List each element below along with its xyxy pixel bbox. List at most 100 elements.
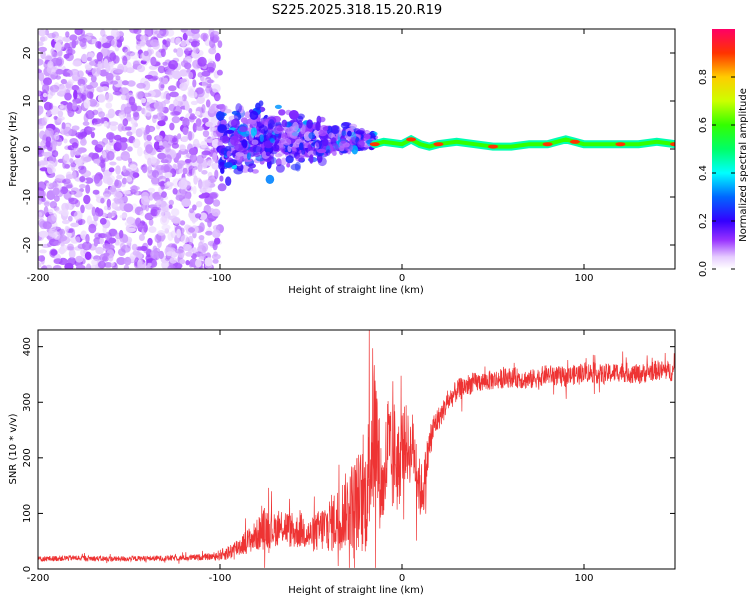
heatmap-point	[123, 106, 132, 114]
heatmap-point	[217, 124, 228, 134]
heatmap-point	[224, 162, 233, 168]
heatmap-point	[161, 215, 168, 223]
heatmap-point	[151, 177, 160, 185]
heatmap-point	[157, 152, 167, 160]
heatmap-point	[90, 131, 95, 139]
heatmap-point	[47, 60, 54, 68]
heatmap-point	[158, 81, 165, 91]
heatmap-point	[201, 170, 208, 175]
heatmap-point	[178, 168, 183, 174]
heatmap-point	[62, 154, 70, 165]
heatmap-point	[124, 48, 131, 56]
heatmap-point	[108, 167, 115, 173]
heatmap-point	[86, 84, 93, 90]
heatmap-point	[84, 177, 94, 184]
heatmap-point	[208, 106, 216, 114]
heatmap-point	[123, 168, 133, 177]
heatmap-point	[114, 179, 122, 189]
heatmap-point	[46, 164, 54, 175]
heatmap-point	[145, 124, 151, 135]
heatmap-point	[286, 162, 291, 168]
heatmap-point	[76, 264, 86, 269]
heatmap-point	[165, 144, 171, 153]
heatmap-point	[255, 102, 261, 111]
heatmap-point	[129, 164, 138, 171]
heatmap-point	[119, 214, 127, 219]
heatmap-point	[116, 30, 124, 37]
heatmap-point	[108, 121, 119, 126]
heatmap-point	[326, 149, 331, 156]
heatmap-point	[106, 35, 115, 40]
heatmap-point	[77, 70, 84, 78]
heatmap-point	[208, 47, 217, 55]
heatmap-point	[44, 114, 49, 122]
heatmap-point	[40, 50, 46, 60]
heatmap-point	[225, 129, 235, 134]
heatmap-point	[93, 212, 99, 222]
heatmap-point	[198, 235, 205, 241]
colorbar: 0.0 0.2 0.4 0.6 0.8 Normalized spectral ampl…	[698, 29, 749, 277]
heatmap-point	[329, 143, 340, 152]
heatmap-point	[55, 174, 65, 181]
heatmap-point	[211, 30, 220, 37]
heatmap-point	[201, 151, 207, 159]
heatmap-point	[122, 234, 129, 243]
heatmap-point	[265, 151, 271, 157]
heatmap-point	[182, 32, 188, 41]
heatmap-point	[188, 108, 193, 114]
heatmap-point	[110, 124, 118, 131]
heatmap-point	[162, 39, 167, 45]
snr-xtick: 100	[574, 573, 593, 584]
heatmap-point	[299, 142, 304, 151]
heatmap-point	[195, 259, 202, 268]
heatmap-point	[226, 150, 231, 157]
heatmap-point	[119, 87, 129, 96]
heatmap-point	[100, 86, 110, 92]
heatmap-point	[59, 228, 66, 236]
heatmap-point	[97, 93, 106, 104]
heatmap-point	[141, 163, 148, 174]
heatmap-point	[50, 249, 58, 256]
heatmap-point	[171, 116, 181, 124]
heatmap-point	[57, 110, 64, 118]
heatmap-point	[172, 137, 178, 143]
heatmap-point	[164, 172, 173, 178]
heatmap-point	[67, 231, 72, 238]
heatmap-point	[67, 79, 75, 84]
heatmap-point	[71, 125, 80, 131]
heatmap-point	[184, 190, 192, 201]
heatmap-point	[241, 139, 248, 149]
heatmap-point	[219, 175, 224, 182]
heatmap-point	[171, 208, 180, 217]
heatmap-point	[315, 139, 321, 148]
heatmap-point	[85, 184, 91, 194]
heatmap-point	[153, 101, 164, 110]
heatmap-point	[145, 144, 154, 154]
heatmap-point	[75, 132, 83, 138]
heatmap-point	[86, 56, 93, 62]
heatmap-point	[86, 215, 92, 225]
heatmap-point	[289, 129, 299, 139]
heatmap-point	[69, 158, 74, 164]
heatmap-point	[160, 48, 166, 58]
heatmap-point	[131, 243, 138, 251]
heatmap-point	[308, 132, 316, 140]
heatmap-point	[275, 164, 285, 173]
heatmap-point	[42, 151, 52, 157]
heatmap-point	[67, 215, 73, 222]
heatmap-point	[53, 195, 60, 202]
heatmap-point	[157, 145, 165, 150]
heatmap-point	[341, 130, 347, 136]
heatmap-point	[126, 131, 133, 137]
heatmap-point	[161, 191, 167, 199]
heatmap-point	[166, 38, 171, 44]
heatmap-point	[126, 80, 136, 87]
colorbar-tick: 0.0	[698, 261, 709, 277]
heatmap-point	[38, 123, 44, 130]
heatmap-point	[48, 228, 58, 238]
heatmap-point	[59, 85, 67, 95]
heatmap-point	[41, 83, 50, 93]
heatmap-point	[179, 144, 186, 152]
heatmap-point	[212, 224, 220, 231]
heatmap-point	[54, 132, 60, 141]
